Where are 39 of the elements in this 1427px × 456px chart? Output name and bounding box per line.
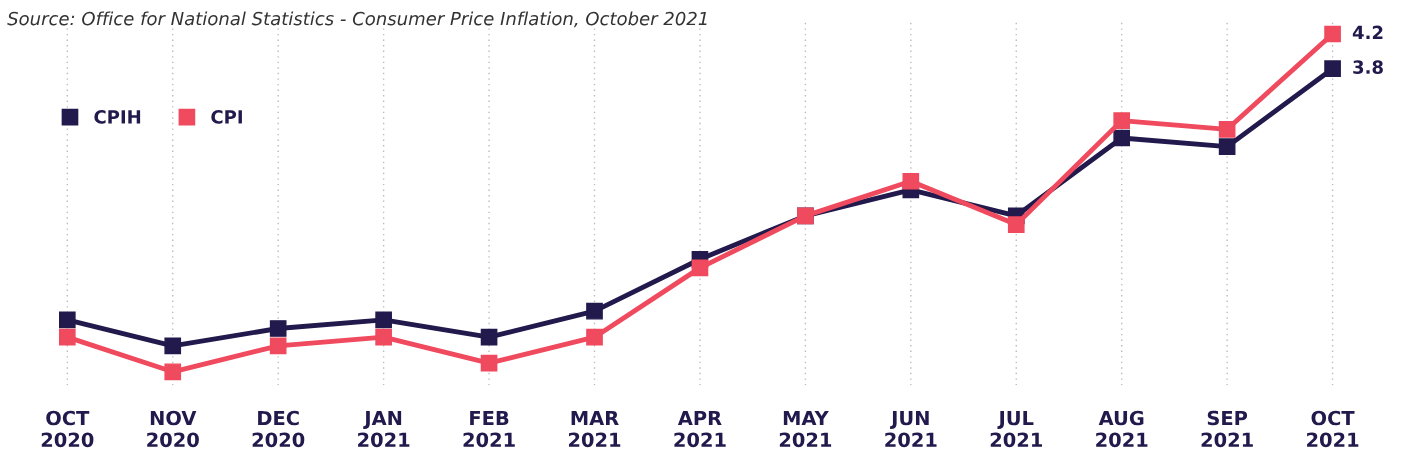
x-tick-label: JUN 2021 <box>885 410 937 448</box>
point <box>1007 216 1025 233</box>
point <box>1113 112 1131 129</box>
x-tick-label: DEC 2020 <box>252 410 305 448</box>
point <box>902 172 920 190</box>
point <box>1218 120 1236 138</box>
point <box>375 311 392 329</box>
point <box>480 328 498 346</box>
point <box>164 363 182 381</box>
point <box>164 337 182 355</box>
x-tick-label: MAR 2021 <box>568 410 621 448</box>
point <box>586 302 603 320</box>
x-tick-label: AUG 2021 <box>1096 410 1148 448</box>
point <box>1324 60 1341 78</box>
source-note: Source: Office for National Statistics - Consumer Price Inflation, October 2021 <box>7 11 707 28</box>
point <box>691 259 709 277</box>
point <box>58 311 76 329</box>
point <box>586 328 603 346</box>
point <box>1218 138 1236 155</box>
point <box>1113 129 1131 147</box>
legend-label: CPIH <box>94 110 141 124</box>
point <box>480 354 498 372</box>
x-tick-label: FEB 2021 <box>463 410 515 448</box>
x-tick-label: SEP 2021 <box>1201 410 1253 448</box>
point <box>269 337 287 355</box>
data-label: 4.2 <box>1352 25 1383 40</box>
x-tick-label: JUL 2021 <box>990 410 1042 448</box>
legend-label: CPI <box>211 110 242 124</box>
x-tick-label: MAY 2021 <box>779 410 832 448</box>
x-tick-label: JAN 2021 <box>358 410 410 448</box>
x-tick-label: APR 2021 <box>674 410 726 448</box>
x-tick-label: OCT 2020 <box>41 410 94 448</box>
point <box>269 320 287 337</box>
point <box>375 328 392 346</box>
data-label: 3.8 <box>1353 60 1383 74</box>
point <box>58 328 76 346</box>
x-tick-label: OCT 2021 <box>1307 410 1359 448</box>
point <box>1324 25 1341 43</box>
x-tick-label: NOV 2020 <box>147 410 199 448</box>
